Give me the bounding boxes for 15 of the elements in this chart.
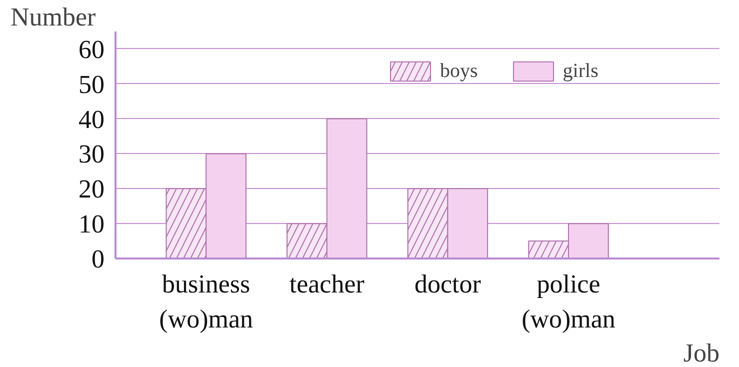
y-tick-label: 30 [78,140,104,169]
y-tick-label: 0 [92,244,104,274]
y-tick-label: 50 [78,70,104,99]
y-tick-label: 40 [78,104,104,134]
y-tick-label: 60 [78,34,104,64]
y-tick-label: 20 [78,174,104,204]
x-tick-label: doctor [414,270,482,298]
x-tick-label: police (wo)man [522,270,616,334]
x-axis-title: Job [683,338,720,367]
y-tick-label: 10 [78,210,104,239]
x-tick-label: business (wo)man [159,270,254,334]
y-axis-title: Number [10,2,96,32]
x-tick-label: teacher [289,270,365,298]
legend-label: girls [562,60,598,82]
legend-label: boys [440,60,478,82]
